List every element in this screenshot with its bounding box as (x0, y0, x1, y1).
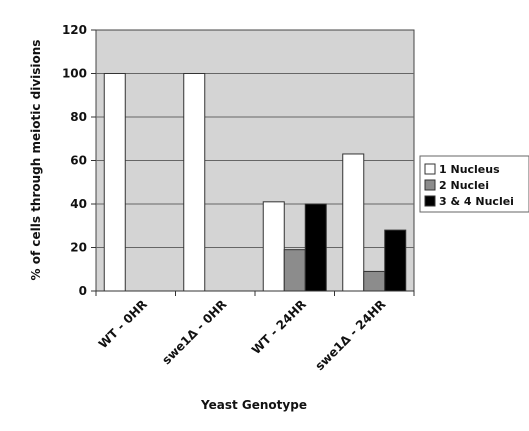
legend-swatch (424, 179, 436, 191)
bar (363, 270, 386, 292)
legend: 1 Nucleus 2 Nuclei 3 & 4 Nuclei (419, 155, 529, 213)
x-axis-title: Yeast Genotype (200, 398, 307, 412)
bar (342, 153, 365, 292)
y-tick-label: 40 (70, 197, 87, 211)
legend-box (419, 155, 529, 213)
bar (304, 203, 327, 292)
legend-swatch (424, 163, 436, 175)
bar (384, 229, 407, 292)
bar (283, 249, 306, 292)
y-tick-label: 80 (70, 110, 87, 124)
bar (103, 73, 126, 292)
y-axis-title: % of cells through meiotic divisions (29, 40, 43, 281)
y-tick-label: 100 (62, 67, 87, 81)
y-tick-label: 20 (70, 241, 87, 255)
bar (183, 73, 206, 292)
bars (103, 73, 407, 292)
y-tick-label: 120 (62, 23, 87, 37)
y-tick-label: 0 (79, 284, 87, 298)
bar (262, 201, 285, 292)
legend-label: 3 & 4 Nuclei (439, 195, 514, 208)
y-tick-label: 60 (70, 154, 87, 168)
legend-label: 1 Nucleus (439, 163, 500, 176)
legend-swatch (424, 195, 436, 207)
legend-label: 2 Nuclei (439, 179, 489, 192)
y-axis: 0 20 40 60 80 100 120 (62, 23, 96, 298)
